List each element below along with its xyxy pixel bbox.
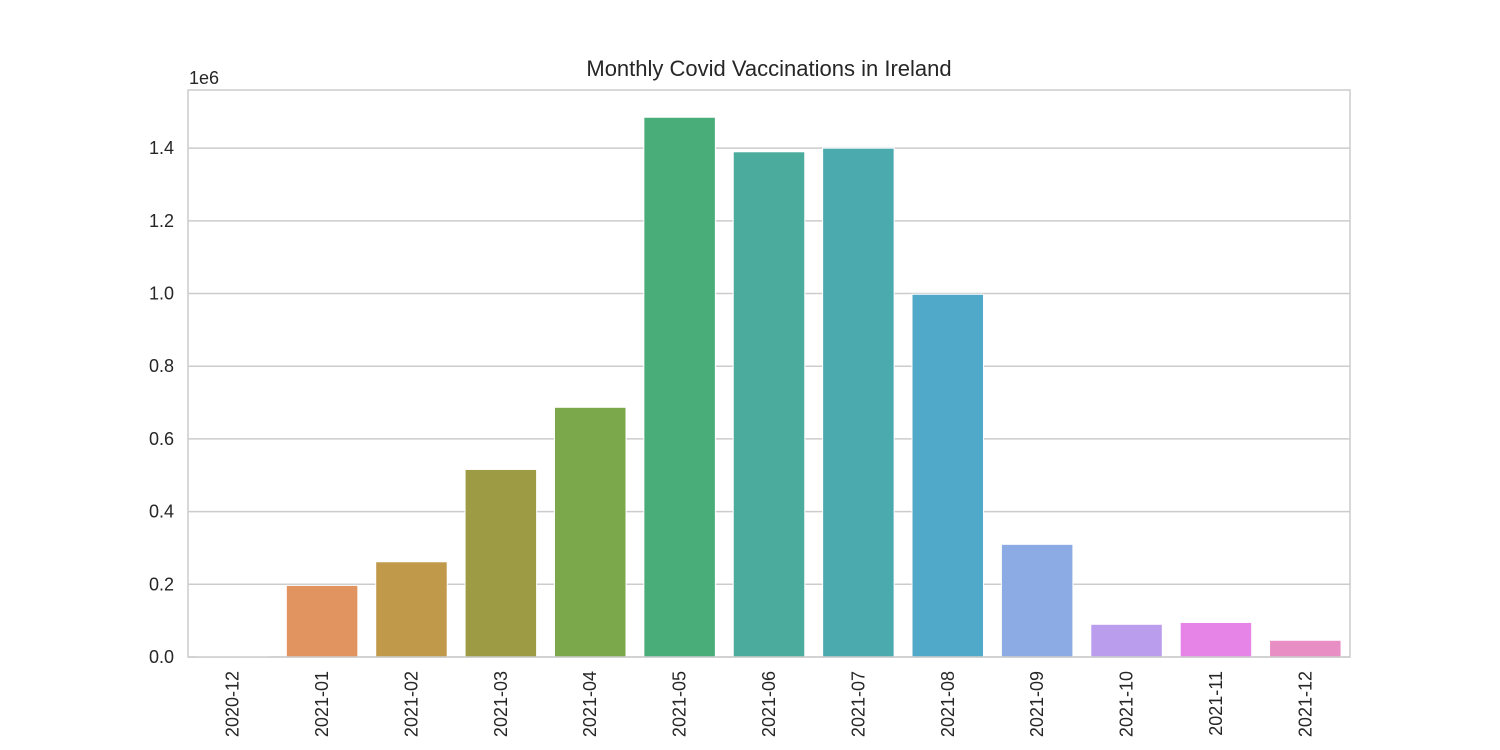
- x-tick-label: 2021-02: [401, 671, 421, 737]
- bar-2021-03: [464, 468, 538, 658]
- bar-2021-02: [375, 561, 448, 658]
- x-tick-labels: 2020-12 2021-01 2021-02 2021-03 2021-04 2021-…: [223, 671, 1316, 737]
- bar-2021-01: [285, 584, 359, 658]
- y-tick-label: 0.2: [149, 574, 174, 594]
- y-tick-label: 0.8: [149, 356, 174, 376]
- bar-2021-08: [911, 293, 985, 658]
- y-tick-label: 1.4: [149, 138, 174, 158]
- y-offset-label: 1e6: [189, 68, 219, 88]
- x-tick-label: 2021-10: [1117, 671, 1137, 737]
- bar-2021-10: [1090, 623, 1163, 658]
- x-tick-label: 2021-01: [312, 671, 332, 737]
- x-tick-label: 2021-06: [759, 671, 779, 737]
- x-tick-label: 2021-09: [1027, 671, 1047, 737]
- bar-2021-05: [643, 116, 716, 658]
- bar-2021-06: [732, 151, 806, 658]
- plot-frame: [187, 89, 1351, 658]
- y-tick-label: 1.2: [149, 211, 174, 231]
- x-tick-label: 2021-08: [938, 671, 958, 737]
- chart-title: Monthly Covid Vaccinations in Ireland: [586, 56, 951, 81]
- x-tick-label: 2021-12: [1295, 671, 1315, 737]
- x-tick-label: 2021-07: [848, 671, 868, 737]
- bar-2021-11: [1179, 621, 1253, 658]
- bar-2021-07: [822, 147, 895, 658]
- bar-2021-12: [1269, 639, 1342, 658]
- y-tick-label: 1.0: [149, 284, 174, 304]
- bar-2021-04: [553, 406, 627, 658]
- y-tick-label: 0.6: [149, 429, 174, 449]
- y-tick-labels: 0.0 0.2 0.4 0.6 0.8 1.0 1.2 1.4: [149, 138, 174, 667]
- x-tick-label: 2021-11: [1206, 671, 1226, 736]
- x-tick-label: 2021-05: [670, 671, 690, 737]
- y-tick-label: 0.4: [149, 502, 174, 522]
- bar-2021-09: [1000, 543, 1074, 658]
- x-tick-label: 2021-04: [580, 671, 600, 737]
- x-tick-label: 2021-03: [491, 671, 511, 737]
- x-tick-label: 2020-12: [223, 671, 243, 737]
- bars: [196, 116, 1342, 658]
- y-tick-label: 0.0: [149, 647, 174, 667]
